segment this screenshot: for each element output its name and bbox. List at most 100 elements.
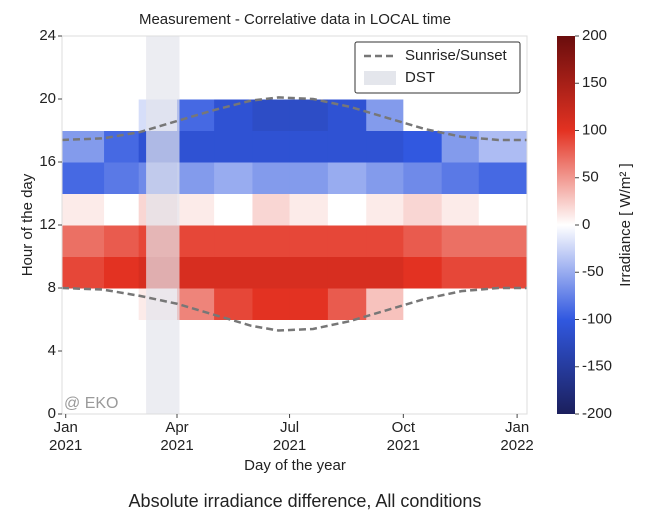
heat-cell — [177, 319, 215, 352]
heat-cell — [289, 319, 329, 352]
x-tick-label: Oct 2021 — [386, 419, 421, 454]
heat-cell — [478, 193, 528, 226]
heat-cell — [327, 351, 367, 383]
heat-cell — [177, 351, 215, 383]
heat-cell — [104, 382, 140, 415]
heat-cell — [289, 99, 329, 131]
heat-cell — [252, 288, 291, 320]
y-tick-label: 8 — [48, 279, 56, 296]
heat-cell — [177, 67, 215, 100]
x-tick-label: Jan 2021 — [49, 419, 83, 454]
heat-cell — [62, 319, 105, 352]
heat-cell — [62, 225, 105, 257]
heat-cell — [62, 193, 105, 226]
heat-cell — [214, 351, 253, 383]
heat-cell — [252, 99, 291, 131]
heat-cell — [104, 193, 140, 226]
heat-cell — [327, 162, 367, 194]
colorbar-tick-label: -150 — [582, 358, 612, 375]
heat-cell — [289, 67, 329, 100]
heat-cell — [177, 36, 215, 68]
heat-cell — [478, 382, 528, 415]
heat-cell — [478, 130, 528, 163]
colorbar-tick-label: 100 — [582, 121, 607, 138]
heat-cell — [214, 193, 253, 226]
y-tick-label: 24 — [39, 27, 56, 44]
caption: Absolute irradiance difference, All cond… — [129, 491, 482, 511]
heat-cell — [252, 67, 291, 100]
heat-cell — [441, 319, 480, 352]
heat-cell — [62, 67, 105, 100]
heat-cell — [366, 99, 404, 131]
chart-title: Measurement - Correlative data in LOCAL … — [139, 11, 451, 28]
heat-cell — [177, 162, 215, 194]
heat-cell — [252, 319, 291, 352]
heat-cell — [289, 36, 329, 68]
heat-cell — [214, 382, 253, 415]
x-tick-label: Jul 2021 — [272, 419, 307, 454]
colorbar-tick-label: 50 — [582, 169, 599, 186]
watermark: @ EKO — [64, 395, 118, 412]
heat-cell — [104, 99, 140, 131]
heat-cell — [366, 256, 404, 289]
heat-cell — [252, 256, 291, 289]
heat-cell — [214, 256, 253, 289]
heat-cell — [214, 67, 253, 100]
heat-cell — [252, 130, 291, 163]
heat-cell — [252, 351, 291, 383]
heat-cell — [104, 36, 140, 68]
colorbar-tick-label: 0 — [582, 216, 590, 233]
heat-cell — [62, 99, 105, 131]
heat-cell — [327, 130, 367, 163]
heat-cell — [366, 162, 404, 194]
heat-cell — [214, 36, 253, 68]
heat-cell — [441, 99, 480, 131]
heat-cell — [289, 382, 329, 415]
heat-cell — [289, 288, 329, 320]
heat-cell — [366, 193, 404, 226]
legend-label: Sunrise/Sunset — [405, 47, 508, 64]
heat-cell — [177, 193, 215, 226]
legend-box — [354, 41, 521, 94]
heat-cell — [478, 319, 528, 352]
heat-cell — [366, 351, 404, 383]
heat-cell — [104, 351, 140, 383]
heat-cell — [252, 162, 291, 194]
x-axis-label: Day of the year — [244, 457, 346, 474]
heat-cell — [478, 162, 528, 194]
heat-cell — [366, 130, 404, 163]
heat-cell — [104, 319, 140, 352]
heat-cell — [177, 382, 215, 415]
heat-cell — [441, 256, 480, 289]
heat-cell — [441, 288, 480, 320]
heat-cell — [177, 225, 215, 257]
heat-cell — [177, 288, 215, 320]
heat-cell — [478, 225, 528, 257]
heat-cell — [104, 162, 140, 194]
heat-cell — [289, 193, 329, 226]
heat-cell — [289, 351, 329, 383]
heat-cell — [62, 288, 105, 320]
legend: Sunrise/Sunset DST — [354, 41, 521, 94]
heat-cell — [478, 288, 528, 320]
heat-cell — [62, 256, 105, 289]
y-tick-label: 4 — [48, 342, 56, 359]
heat-cell — [327, 382, 367, 415]
heat-cell — [403, 225, 443, 257]
heat-cell — [403, 193, 443, 226]
heat-cell — [252, 193, 291, 226]
colorbar — [557, 36, 575, 414]
heat-cell — [177, 130, 215, 163]
colorbar-tick-label: 150 — [582, 74, 607, 91]
heat-cell — [62, 382, 105, 415]
heat-cell — [441, 130, 480, 163]
heat-cell — [214, 130, 253, 163]
heat-cell — [403, 99, 443, 131]
heat-cell — [327, 225, 367, 257]
heat-cell — [366, 225, 404, 257]
heat-cell — [403, 351, 443, 383]
heat-cell — [104, 256, 140, 289]
heat-cell — [252, 225, 291, 257]
